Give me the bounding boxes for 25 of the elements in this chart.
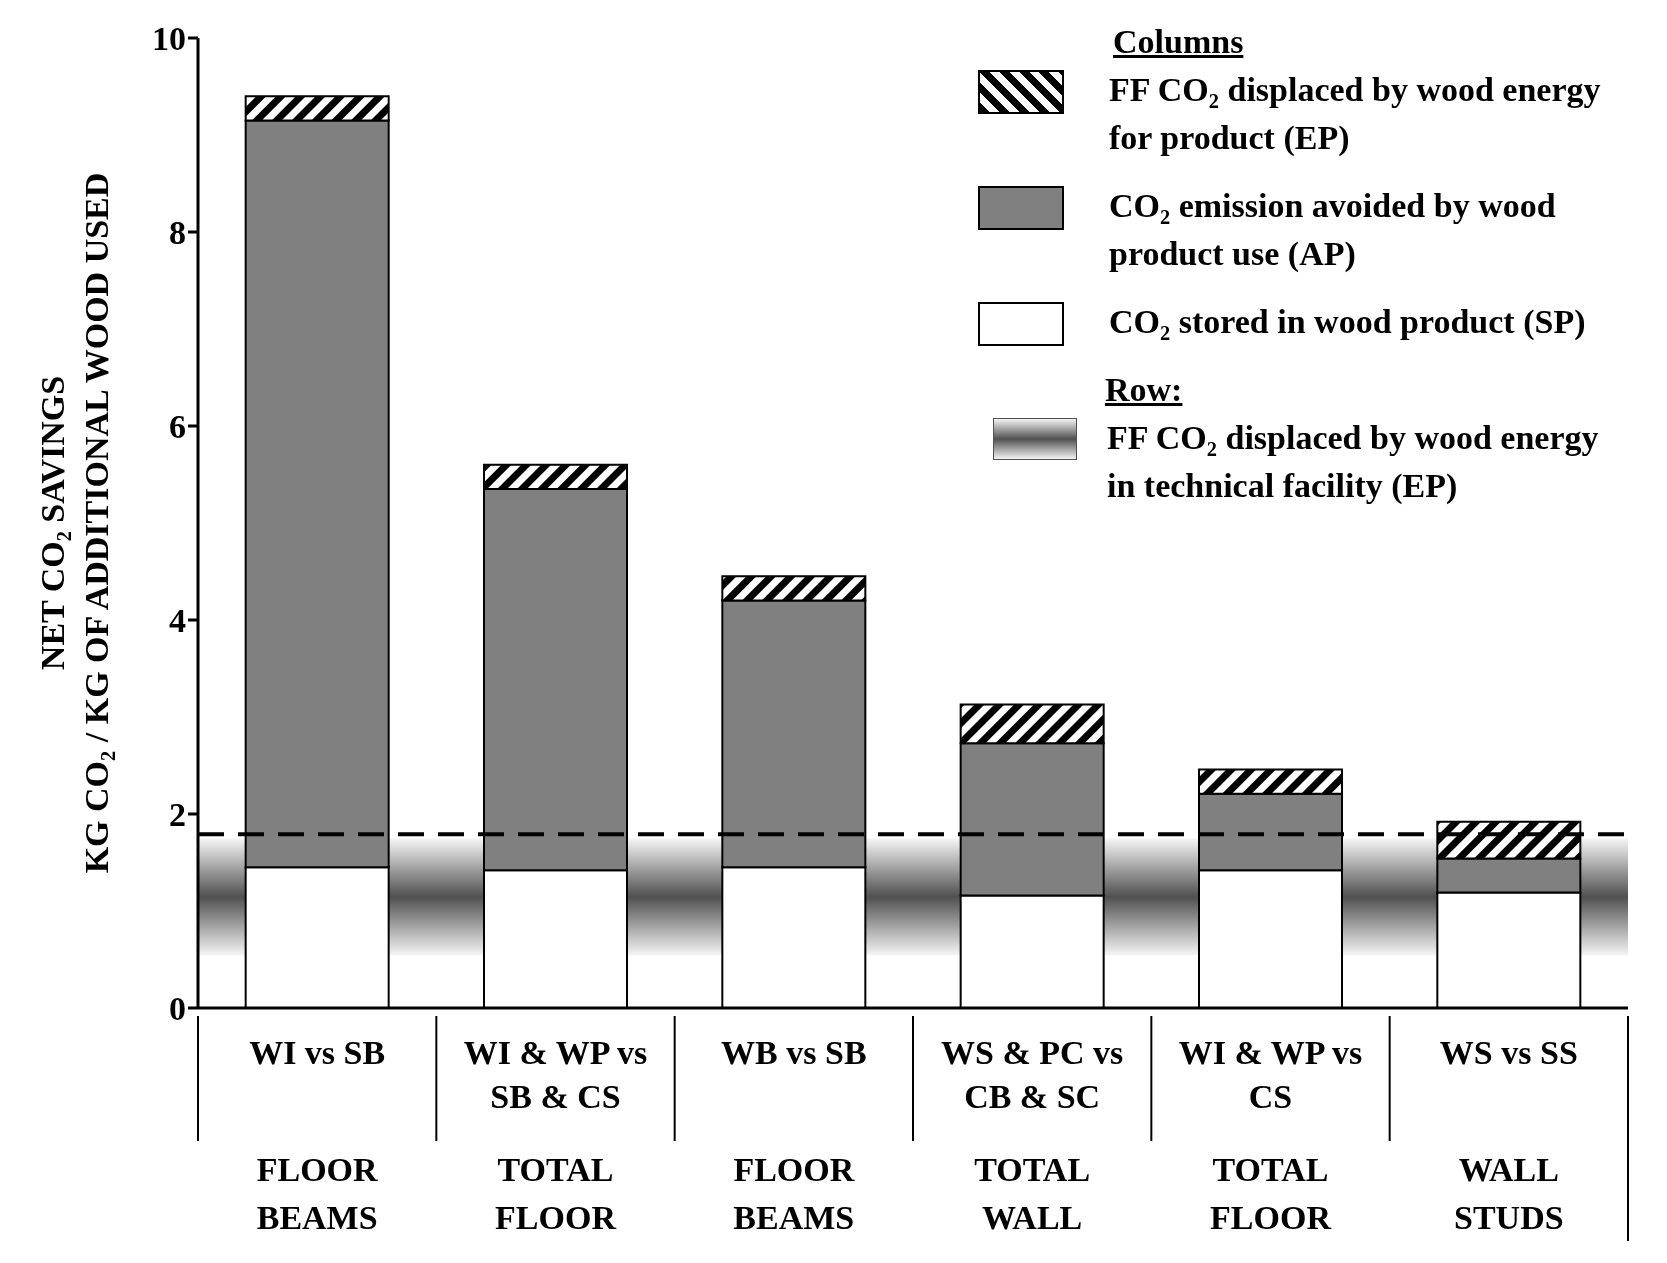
y-tick-label: 6 — [169, 408, 186, 446]
y-tick-label: 4 — [169, 602, 186, 640]
x-tick-label: WI vs SB — [249, 1034, 386, 1071]
legend-label: FF CO₂ displaced by wood energy in technical facility (EP) — [1107, 418, 1600, 506]
y-tick-label: 0 — [169, 990, 186, 1028]
x-tick-label: WI & WP vs SB & CS — [463, 1034, 648, 1115]
legend-label: CO₂ emission avoided by wood product use (AP) — [1109, 186, 1557, 274]
text: TOTAL FLOOR — [1210, 1151, 1332, 1236]
y-tick-label: 2 — [169, 796, 186, 834]
text: WALL STUDS — [1454, 1151, 1564, 1236]
text: FLOOR BEAMS — [256, 1151, 379, 1236]
annotation: Row: — [1105, 370, 1184, 410]
y-axis-title: NET CO₂ SAVINGS KG CO₂ / KG OF ADDITIONAL WOOD USED — [34, 172, 115, 874]
x-tick-label: WB vs SB — [721, 1034, 867, 1071]
x-tick-label: WI & WP vs CS — [1178, 1034, 1363, 1115]
legend-label: CO₂ stored in wood product (SP) — [1109, 302, 1586, 342]
text: TOTAL FLOOR — [495, 1151, 617, 1236]
x-tick-label: WS & PC vs CB & SC — [941, 1034, 1124, 1115]
y-tick-label: 10 — [152, 20, 186, 58]
text: TOTAL WALL — [974, 1151, 1091, 1236]
legend-label: FF CO₂ displaced by wood energy for product (EP) — [1109, 70, 1602, 158]
x-tick-label: WS vs SS — [1439, 1034, 1578, 1071]
legend-title: Columns — [1113, 22, 1245, 62]
text: FLOOR BEAMS — [733, 1151, 855, 1236]
y-tick-label: 8 — [169, 214, 186, 252]
